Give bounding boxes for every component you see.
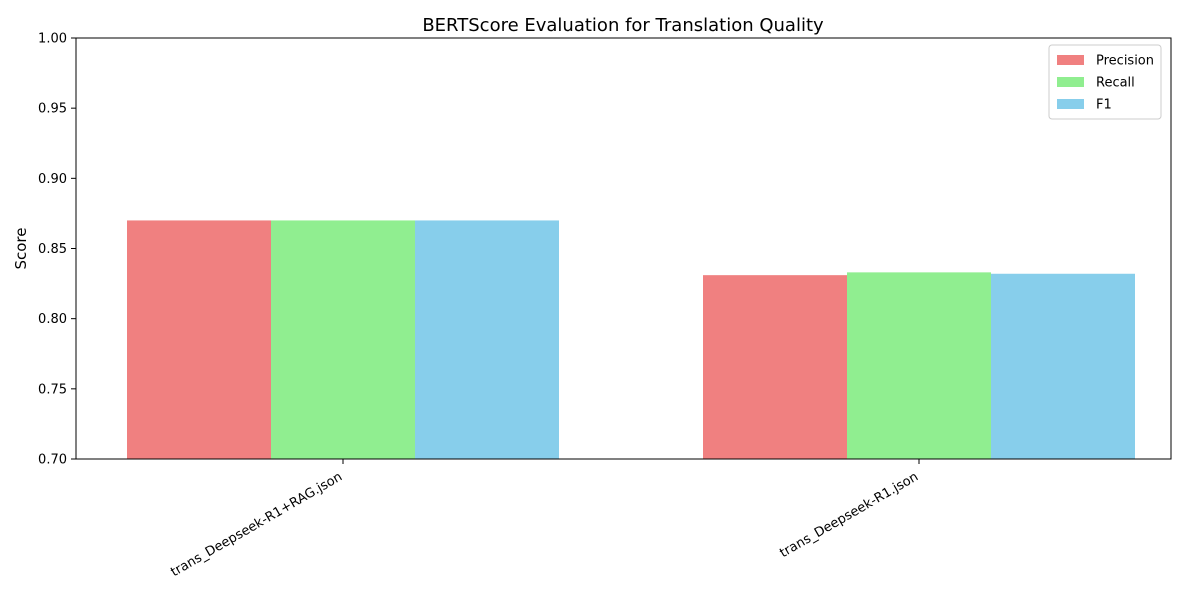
legend: Precision Recall F1 (1048, 44, 1162, 120)
y-tick-label: 0.90 (38, 172, 67, 187)
legend-label-recall: Recall (1096, 76, 1135, 91)
y-axis-label: Score (12, 227, 30, 269)
bar-recall-1 (847, 272, 991, 459)
legend-swatch-recall (1057, 77, 1084, 87)
y-tick-label: 0.85 (38, 242, 67, 257)
legend-label-f1: F1 (1096, 98, 1112, 113)
bar-f1-0 (415, 220, 559, 459)
y-tick-label: 0.75 (38, 382, 67, 397)
bar-recall-0 (271, 220, 415, 459)
y-tick-label: 0.70 (38, 453, 67, 468)
legend-swatch-precision (1057, 55, 1084, 65)
chart-title: BERTScore Evaluation for Translation Qua… (422, 15, 824, 36)
y-tick-label: 0.95 (38, 102, 67, 117)
bar-f1-1 (991, 273, 1135, 459)
bar-precision-0 (127, 220, 271, 459)
y-tick-label: 1.00 (38, 32, 67, 47)
bar-precision-1 (703, 275, 847, 459)
legend-swatch-f1 (1057, 99, 1084, 109)
y-tick-label: 0.80 (38, 312, 67, 327)
bars-layer (127, 220, 1135, 459)
legend-label-precision: Precision (1096, 54, 1154, 69)
